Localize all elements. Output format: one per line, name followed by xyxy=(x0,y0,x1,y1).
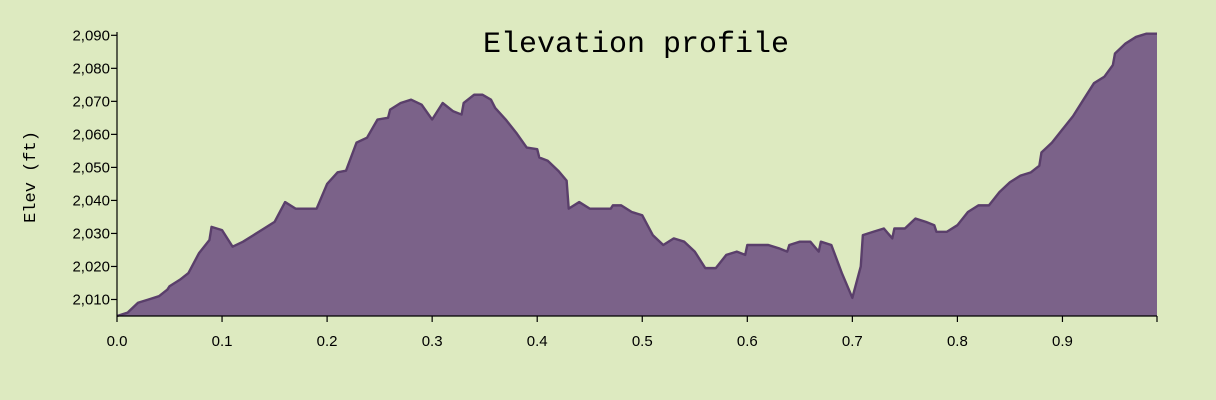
x-tick-label: 0.7 xyxy=(842,333,863,350)
y-tick-label: 2,080 xyxy=(72,60,110,77)
elevation-line-0 xyxy=(116,32,1157,318)
x-tick-label: 0.1 xyxy=(212,333,233,350)
x-tick-label: 0.4 xyxy=(527,333,548,350)
y-tick-label: 2,070 xyxy=(72,93,110,110)
elevation-area-0 xyxy=(117,33,1157,317)
y-tick-label: 2,090 xyxy=(72,27,110,44)
x-tick-label: 0.8 xyxy=(947,333,968,350)
y-tick-label: 2,050 xyxy=(72,159,110,176)
y-tick-label: 2,030 xyxy=(72,225,110,242)
y-tick-label: 2,060 xyxy=(72,126,110,143)
chart-title: Elevation profile xyxy=(483,28,789,62)
x-axis: 0.0 0.1 0.2 0.3 0.4 0.5 0.6 0.7 0.8 0.9 xyxy=(107,315,1158,350)
y-tick-label: 2,010 xyxy=(72,291,110,308)
y-tick-label: 2,020 xyxy=(72,258,110,275)
x-tick-label: 0.6 xyxy=(737,333,758,350)
x-tick-label: 0.9 xyxy=(1052,333,1073,350)
x-tick-label: 0.5 xyxy=(632,333,653,350)
x-tick-label: 0.3 xyxy=(422,333,443,350)
y-axis-label: Elev (ft) xyxy=(22,131,41,223)
x-tick-label: 0.2 xyxy=(317,333,338,350)
y-axis: 2,010 2,020 2,030 2,040 2,050 2,060 2,070 2,080… xyxy=(72,27,118,316)
plot-area xyxy=(116,32,1157,318)
x-tick-label: 0.0 xyxy=(107,333,128,350)
y-tick-label: 2,040 xyxy=(72,192,110,209)
